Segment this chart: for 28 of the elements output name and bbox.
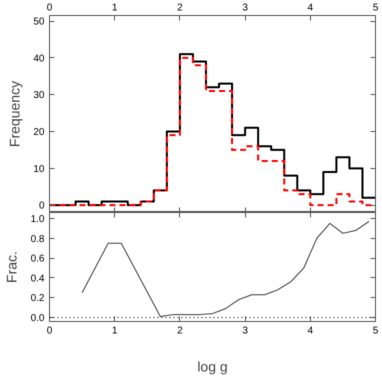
y-tick-label: 0: [38, 200, 45, 212]
y-tick-label: 0.2: [30, 293, 45, 304]
x-tick-label: 0: [46, 2, 53, 14]
x-tick-label: 1: [112, 2, 118, 14]
x-tick-label: 4: [308, 2, 314, 14]
y-tick-label: 0.0: [30, 313, 45, 324]
x-tick-label: 3: [242, 326, 248, 336]
y-tick-label: 1.0: [30, 214, 45, 225]
y-tick-label: 0.8: [30, 234, 45, 245]
y-tick-label: 10: [33, 164, 45, 175]
y-tick-label: 40: [33, 53, 45, 64]
x-tick-label: 2: [177, 326, 184, 336]
x-tick-label: 0: [46, 326, 53, 336]
y-axis-title: Frac.: [4, 251, 20, 283]
line-series: [82, 220, 370, 318]
y-axis-title: Frequency: [6, 80, 22, 148]
x-tick-label: 4: [308, 326, 314, 336]
x-tick-label: 2: [177, 2, 184, 14]
y-tick-label: 50: [33, 16, 45, 28]
y-tick-label: 30: [33, 90, 45, 102]
x-axis-title: log g: [197, 358, 228, 374]
y-tick-label: 0.6: [30, 254, 45, 265]
y-tick-label: 20: [33, 126, 45, 138]
y-tick-label: 0.4: [30, 273, 45, 284]
x-tick-label: 3: [242, 2, 248, 14]
x-tick-label: 5: [372, 326, 379, 336]
x-tick-label: 5: [372, 2, 379, 14]
x-tick-label: 1: [112, 326, 118, 336]
